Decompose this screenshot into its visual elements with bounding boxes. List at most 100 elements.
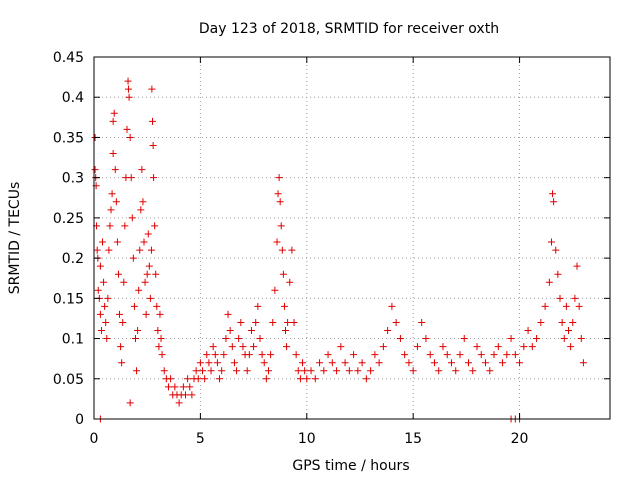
data-point — [430, 359, 438, 367]
data-point — [186, 383, 194, 391]
data-point — [134, 327, 142, 335]
y-tick-label: 0.1 — [62, 332, 84, 348]
data-point — [299, 359, 307, 367]
data-point — [260, 359, 268, 367]
data-point — [136, 246, 144, 254]
data-point — [106, 222, 114, 230]
data-point — [567, 343, 575, 351]
data-point — [282, 327, 290, 335]
data-point — [473, 343, 481, 351]
data-point — [150, 174, 158, 182]
data-point — [520, 343, 528, 351]
data-point — [273, 238, 281, 246]
data-point — [149, 141, 157, 149]
y-tick-label: 0.15 — [53, 291, 84, 307]
x-tick-label: 15 — [404, 431, 422, 447]
data-point — [144, 230, 152, 238]
data-point — [405, 359, 413, 367]
data-point — [435, 367, 443, 375]
y-tick-label: 0 — [75, 412, 84, 428]
data-point — [151, 222, 159, 230]
data-point — [375, 359, 383, 367]
data-point — [203, 351, 211, 359]
data-point — [96, 310, 104, 318]
data-point — [283, 343, 291, 351]
data-point — [288, 246, 296, 254]
data-point — [111, 166, 119, 174]
data-point — [145, 262, 153, 270]
data-point — [125, 93, 133, 101]
data-point — [294, 367, 302, 375]
data-point — [131, 335, 139, 343]
data-point — [160, 367, 168, 375]
data-point — [547, 238, 555, 246]
data-point — [275, 174, 283, 182]
data-point — [112, 198, 120, 206]
data-point — [278, 246, 286, 254]
data-point — [301, 367, 309, 375]
data-point — [154, 327, 162, 335]
data-point — [258, 351, 266, 359]
data-point — [235, 335, 243, 343]
data-point — [102, 318, 110, 326]
data-point — [379, 343, 387, 351]
y-tick-label: 0.35 — [53, 130, 84, 146]
data-point — [311, 375, 319, 383]
data-point — [469, 367, 477, 375]
data-point — [573, 262, 581, 270]
data-point — [116, 310, 124, 318]
data-point — [516, 359, 524, 367]
data-point — [556, 294, 564, 302]
data-point — [337, 343, 345, 351]
data-point — [486, 367, 494, 375]
data-points — [91, 77, 587, 423]
data-point — [296, 375, 304, 383]
data-point — [549, 190, 557, 198]
data-point — [155, 343, 163, 351]
data-point — [499, 359, 507, 367]
data-point — [128, 214, 136, 222]
data-point — [552, 246, 560, 254]
data-point — [328, 359, 336, 367]
data-point — [569, 318, 577, 326]
data-point — [245, 351, 253, 359]
data-point — [254, 302, 262, 310]
data-point — [447, 359, 455, 367]
data-point — [133, 367, 141, 375]
plot-frame — [93, 56, 611, 420]
data-point — [252, 318, 260, 326]
data-point — [140, 238, 148, 246]
data-point — [138, 166, 146, 174]
x-tick-label: 10 — [298, 431, 316, 447]
data-point — [324, 351, 332, 359]
data-point — [418, 318, 426, 326]
grid — [94, 57, 610, 419]
data-point — [511, 351, 519, 359]
data-point — [216, 375, 224, 383]
y-tick-label: 0.45 — [53, 50, 84, 66]
data-point — [142, 310, 150, 318]
data-point — [269, 318, 277, 326]
data-point — [237, 318, 245, 326]
data-point — [267, 351, 275, 359]
y-tick-label: 0.3 — [62, 171, 84, 187]
data-point — [107, 206, 115, 214]
data-point — [560, 335, 568, 343]
data-point — [164, 383, 172, 391]
data-point — [147, 246, 155, 254]
data-point — [396, 335, 404, 343]
data-point — [93, 246, 101, 254]
data-point — [139, 198, 147, 206]
data-point — [124, 77, 132, 85]
data-point — [401, 351, 409, 359]
data-point — [279, 270, 287, 278]
data-point — [130, 302, 138, 310]
data-point — [199, 367, 207, 375]
data-point — [264, 367, 272, 375]
x-tick-label: 0 — [90, 431, 99, 447]
data-point — [158, 351, 166, 359]
data-point — [250, 343, 258, 351]
data-point — [286, 278, 294, 286]
data-point — [443, 351, 451, 359]
data-point — [114, 270, 122, 278]
